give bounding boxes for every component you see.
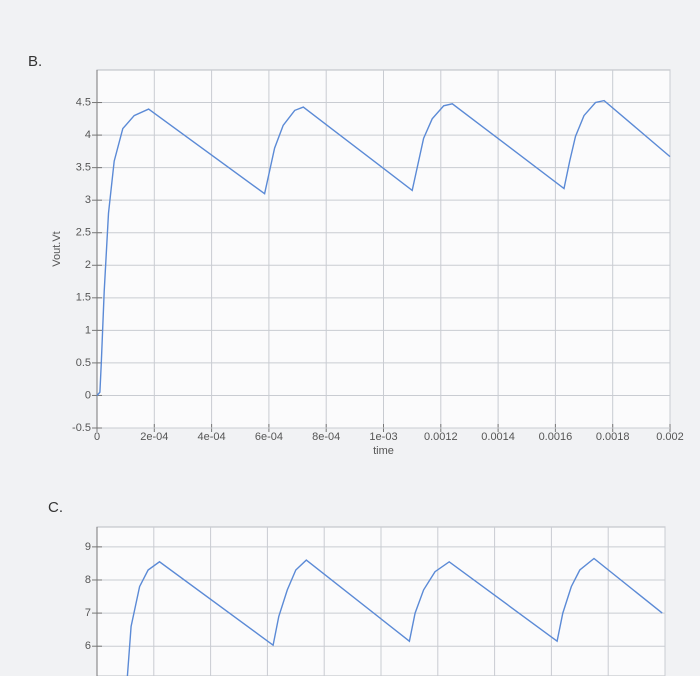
x-tick-label: 0.0018 [596, 431, 630, 443]
y-axis-label: Vout.Vt [51, 231, 63, 266]
chart-label: C. [48, 499, 63, 516]
y-tick-label: 3 [85, 194, 91, 206]
y-tick-label: 2.5 [76, 227, 91, 239]
y-tick-label: 0 [85, 389, 91, 401]
y-tick-label: 1.5 [76, 292, 91, 304]
x-tick-label: 4e-04 [198, 431, 226, 443]
y-tick-label: 8 [85, 574, 91, 586]
x-tick-label: 1e-03 [369, 431, 397, 443]
data-line [96, 99, 671, 396]
y-tick-label: 7 [85, 607, 91, 619]
x-tick-label: 0 [94, 431, 100, 443]
y-tick-label: 6 [85, 640, 91, 652]
y-tick-label: 4.5 [76, 96, 91, 108]
x-tick-label: 0.0016 [539, 431, 573, 443]
y-tick-label: 2 [85, 259, 91, 271]
y-tick-label: 1 [85, 324, 91, 336]
y-tick-label: 0.5 [76, 357, 91, 369]
x-tick-label: 2e-04 [140, 431, 168, 443]
x-tick-label: 0.0014 [481, 431, 515, 443]
data-line [126, 557, 663, 676]
x-tick-label: 6e-04 [255, 431, 283, 443]
y-tick-label: 3.5 [76, 162, 91, 174]
chart-label: B. [28, 53, 42, 70]
x-axis-label: time [373, 445, 394, 457]
y-tick-label: -0.5 [72, 422, 91, 434]
y-tick-label: 4 [85, 129, 91, 141]
x-tick-label: 8e-04 [312, 431, 340, 443]
x-tick-label: 0.002 [656, 431, 684, 443]
y-tick-label: 9 [85, 541, 91, 553]
x-tick-label: 0.0012 [424, 431, 458, 443]
